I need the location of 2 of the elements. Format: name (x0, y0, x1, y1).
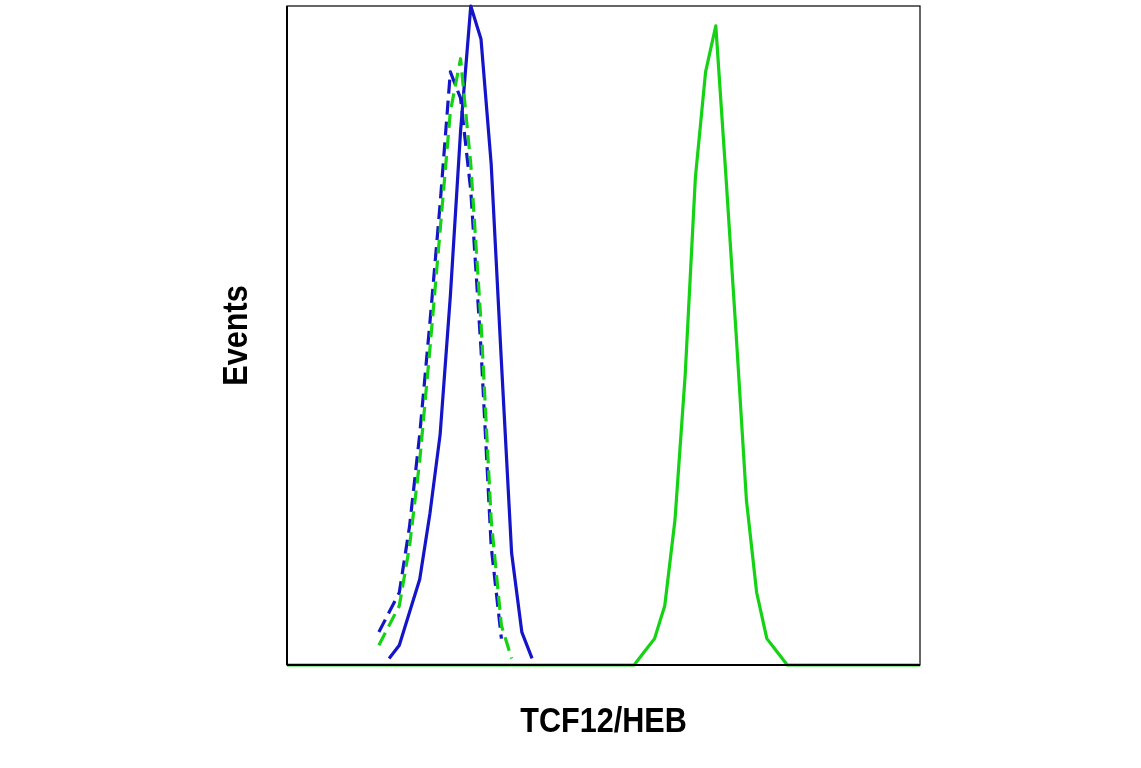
x-axis-title: TCF12/HEB (520, 699, 687, 740)
y-axis-title: Events (214, 285, 255, 386)
